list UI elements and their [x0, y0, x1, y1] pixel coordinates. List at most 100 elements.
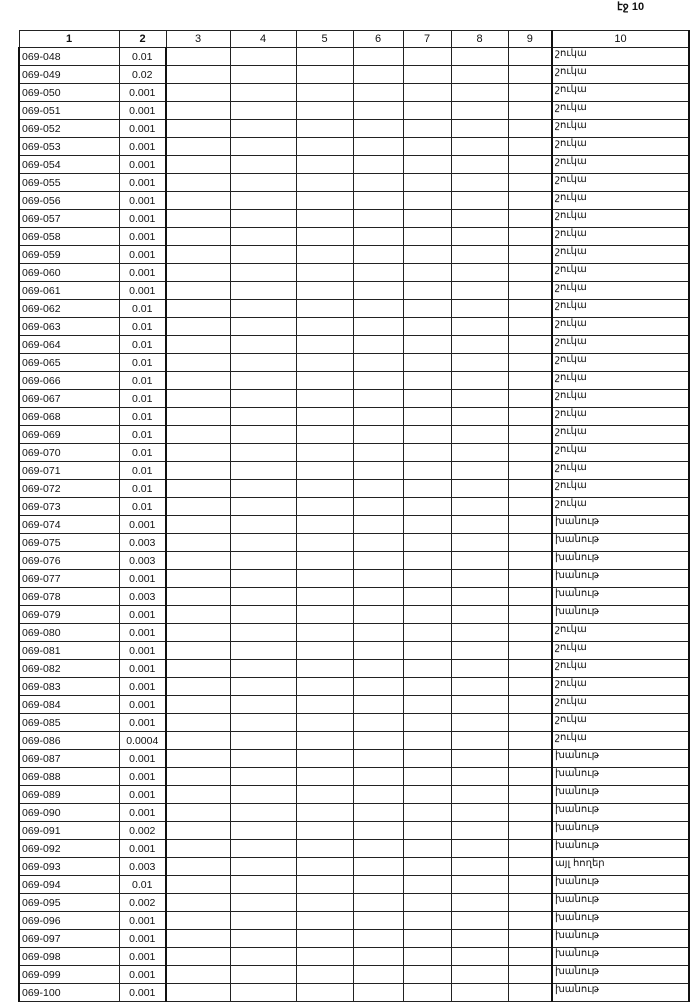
column-header-4: 4: [229, 30, 297, 48]
empty-cell: [402, 83, 452, 102]
empty-cell: [295, 209, 354, 228]
empty-cell: [229, 857, 297, 876]
land-use: շուկա: [551, 263, 690, 282]
parcel-code: 069-051: [18, 101, 120, 120]
land-use: խանութ: [551, 983, 690, 1002]
empty-cell: [295, 227, 354, 246]
empty-cell: [450, 137, 509, 156]
empty-cell: [352, 371, 404, 390]
table-row: 069-096 0.001 խանութ: [18, 911, 690, 930]
empty-cell: [402, 389, 452, 408]
empty-cell: [229, 173, 297, 192]
empty-cell: [295, 875, 354, 894]
empty-cell: [450, 443, 509, 462]
table-row: 069-100 0.001 խանութ: [18, 983, 690, 1002]
empty-cell: [229, 263, 297, 282]
empty-cell: [402, 479, 452, 498]
empty-cell: [402, 353, 452, 372]
parcel-code: 069-066: [18, 371, 120, 390]
area-value: 0.001: [118, 677, 167, 696]
empty-cell: [402, 461, 452, 480]
empty-cell: [507, 461, 553, 480]
empty-cell: [402, 911, 452, 930]
empty-cell: [295, 119, 354, 138]
empty-cell: [507, 965, 553, 984]
area-value: 0.001: [118, 713, 167, 732]
empty-cell: [450, 893, 509, 912]
empty-cell: [402, 299, 452, 318]
empty-cell: [507, 137, 553, 156]
empty-cell: [165, 785, 231, 804]
empty-cell: [229, 407, 297, 426]
area-value: 0.01: [118, 479, 167, 498]
empty-cell: [229, 623, 297, 642]
empty-cell: [450, 857, 509, 876]
parcel-code: 069-076: [18, 551, 120, 570]
empty-cell: [352, 389, 404, 408]
parcel-code: 069-049: [18, 65, 120, 84]
empty-cell: [229, 803, 297, 822]
empty-cell: [402, 245, 452, 264]
empty-cell: [229, 155, 297, 174]
empty-cell: [507, 785, 553, 804]
empty-cell: [165, 335, 231, 354]
land-use: խանութ: [551, 947, 690, 966]
empty-cell: [402, 857, 452, 876]
empty-cell: [229, 533, 297, 552]
parcel-code: 069-072: [18, 479, 120, 498]
empty-cell: [507, 47, 553, 66]
parcel-code: 069-091: [18, 821, 120, 840]
empty-cell: [352, 299, 404, 318]
area-value: 0.001: [118, 803, 167, 822]
empty-cell: [295, 659, 354, 678]
table-row: 069-084 0.001 շուկա: [18, 695, 690, 714]
area-value: 0.001: [118, 227, 167, 246]
table-row: 069-048 0.01 շուկա: [18, 47, 690, 66]
empty-cell: [507, 353, 553, 372]
land-use: շուկա: [551, 281, 690, 300]
table-row: 069-094 0.01 խանութ: [18, 875, 690, 894]
empty-cell: [352, 47, 404, 66]
empty-cell: [295, 533, 354, 552]
parcel-code: 069-081: [18, 641, 120, 660]
empty-cell: [507, 425, 553, 444]
column-header-2: 2: [118, 30, 167, 48]
area-value: 0.01: [118, 299, 167, 318]
empty-cell: [507, 641, 553, 660]
parcel-code: 069-063: [18, 317, 120, 336]
empty-cell: [507, 803, 553, 822]
empty-cell: [165, 623, 231, 642]
empty-cell: [229, 983, 297, 1002]
empty-cell: [352, 83, 404, 102]
land-use: շուկա: [551, 641, 690, 660]
area-value: 0.001: [118, 965, 167, 984]
parcel-code: 069-073: [18, 497, 120, 516]
area-value: 0.001: [118, 785, 167, 804]
area-value: 0.001: [118, 101, 167, 120]
empty-cell: [352, 713, 404, 732]
empty-cell: [507, 65, 553, 84]
parcel-code: 069-056: [18, 191, 120, 210]
land-use: շուկա: [551, 227, 690, 246]
parcel-code: 069-088: [18, 767, 120, 786]
table-row: 069-057 0.001 շուկա: [18, 209, 690, 228]
empty-cell: [295, 767, 354, 786]
empty-cell: [402, 587, 452, 606]
empty-cell: [352, 461, 404, 480]
column-header-6: 6: [352, 30, 404, 48]
empty-cell: [165, 641, 231, 660]
empty-cell: [450, 227, 509, 246]
empty-cell: [352, 155, 404, 174]
empty-cell: [402, 209, 452, 228]
empty-cell: [352, 443, 404, 462]
table-row: 069-099 0.001 խանութ: [18, 965, 690, 984]
empty-cell: [450, 803, 509, 822]
empty-cell: [450, 173, 509, 192]
area-value: 0.001: [118, 263, 167, 282]
empty-cell: [295, 101, 354, 120]
parcel-code: 069-090: [18, 803, 120, 822]
empty-cell: [507, 155, 553, 174]
empty-cell: [507, 173, 553, 192]
land-use: խանութ: [551, 605, 690, 624]
empty-cell: [295, 983, 354, 1002]
